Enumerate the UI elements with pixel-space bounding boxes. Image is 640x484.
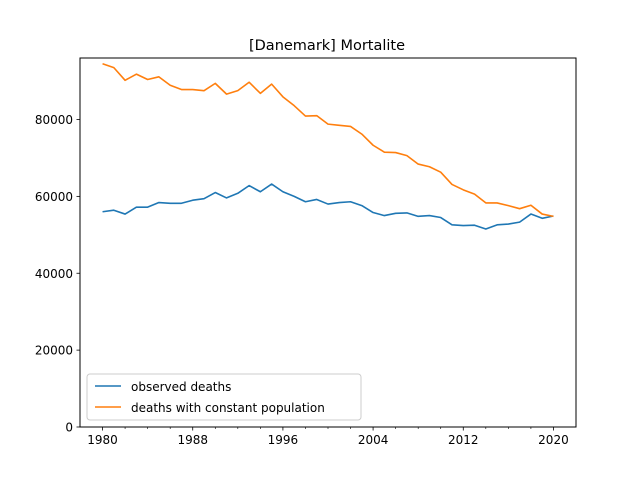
x-tick-label: 1988 (177, 433, 208, 447)
y-tick-label: 60000 (35, 190, 73, 204)
series-line-0 (102, 183, 554, 230)
plot-frame (79, 57, 577, 428)
y-tick-label: 0 (65, 421, 73, 435)
legend-label-constant: deaths with constant population (131, 401, 325, 415)
x-tick-label: 2020 (538, 433, 569, 447)
legend: observed deaths deaths with constant pop… (86, 373, 362, 421)
series-line-1 (102, 63, 554, 218)
x-tick-label: 1996 (268, 433, 299, 447)
y-tick-label: 20000 (35, 344, 73, 358)
y-tick-label: 40000 (35, 267, 73, 281)
x-axis: 1980 1988 1996 2004 2012 2020 (87, 427, 569, 447)
x-tick-label: 2012 (448, 433, 479, 447)
legend-label-observed: observed deaths (131, 380, 231, 394)
y-axis: 0 20000 40000 60000 80000 (35, 113, 80, 435)
legend-frame (86, 373, 362, 421)
x-tick-label: 2004 (358, 433, 389, 447)
plot-lines (102, 63, 554, 230)
y-tick-label: 80000 (35, 113, 73, 127)
chart-title: [Danemark] Mortalite (249, 38, 405, 54)
x-tick-label: 1980 (87, 433, 118, 447)
